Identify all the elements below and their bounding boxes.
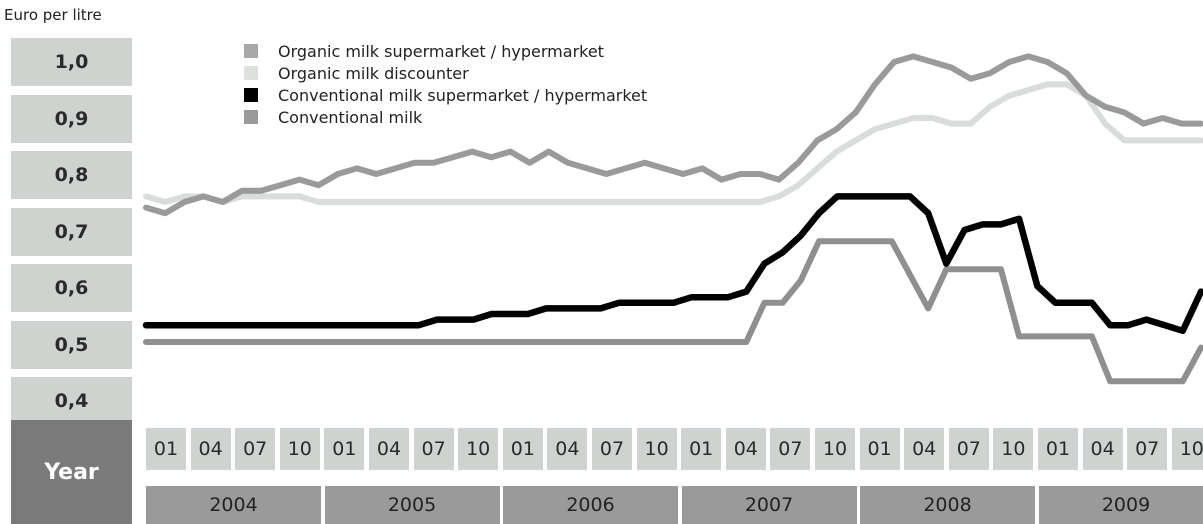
year-tick-label: 2006 bbox=[503, 486, 678, 524]
x-axis-title: Year bbox=[11, 420, 132, 524]
month-tick-label: 01 bbox=[681, 428, 722, 470]
legend-label: Conventional milk supermarket / hypermar… bbox=[278, 85, 648, 105]
month-tick-label: 10 bbox=[279, 428, 320, 470]
legend-swatch bbox=[244, 88, 258, 102]
month-tick-label: 04 bbox=[725, 428, 766, 470]
legend-label: Conventional milk bbox=[278, 107, 423, 127]
month-tick-label: 07 bbox=[413, 428, 454, 470]
month-tick-label: 10 bbox=[1171, 428, 1203, 470]
year-tick-label: 2007 bbox=[681, 486, 857, 524]
legend-item: Conventional milk supermarket / hypermar… bbox=[244, 84, 647, 106]
legend-label: Organic milk discounter bbox=[278, 63, 469, 83]
y-tick-label: 0,6 bbox=[11, 264, 132, 312]
month-tick-label: 10 bbox=[993, 428, 1034, 470]
month-tick-label: 04 bbox=[547, 428, 588, 470]
month-tick-label: 07 bbox=[948, 428, 989, 470]
series-line bbox=[143, 238, 1203, 385]
series-line bbox=[143, 81, 1203, 205]
year-tick-label: 2005 bbox=[324, 486, 500, 524]
series-line bbox=[142, 193, 1203, 335]
legend-label: Organic milk supermarket / hypermarket bbox=[278, 41, 604, 61]
y-tick-label: 0,7 bbox=[11, 207, 132, 256]
month-tick-label: 01 bbox=[324, 428, 365, 470]
y-tick-label: 0,8 bbox=[11, 151, 132, 199]
year-tick-label: 2008 bbox=[860, 486, 1035, 524]
month-tick-label: 04 bbox=[904, 428, 945, 470]
month-tick-label: 07 bbox=[235, 428, 276, 470]
y-tick-label: 0,9 bbox=[11, 94, 132, 143]
month-tick-label: 01 bbox=[859, 428, 900, 470]
month-tick-label: 01 bbox=[502, 428, 543, 470]
month-tick-label: 01 bbox=[146, 428, 186, 470]
month-tick-label: 07 bbox=[770, 428, 811, 470]
legend-swatch bbox=[244, 110, 258, 124]
month-tick-label: 01 bbox=[1038, 428, 1078, 470]
month-tick-label: 04 bbox=[369, 428, 409, 470]
month-tick-label: 10 bbox=[636, 428, 677, 470]
month-tick-label: 07 bbox=[592, 428, 632, 470]
y-tick-label: 1,0 bbox=[11, 38, 132, 86]
month-tick-label: 10 bbox=[458, 428, 499, 470]
legend: Organic milk supermarket / hypermarket Or… bbox=[244, 40, 647, 128]
month-tick-label: 04 bbox=[1082, 428, 1123, 470]
legend-item: Organic milk supermarket / hypermarket bbox=[244, 40, 647, 62]
legend-swatch bbox=[244, 44, 258, 58]
month-tick-label: 04 bbox=[190, 428, 231, 470]
legend-swatch bbox=[244, 66, 258, 80]
y-tick-label: 0,5 bbox=[11, 320, 132, 369]
legend-item: Organic milk discounter bbox=[244, 62, 647, 84]
month-tick-label: 10 bbox=[815, 428, 855, 470]
y-axis-label: Euro per litre bbox=[4, 6, 102, 24]
year-tick-label: 2009 bbox=[1038, 486, 1203, 524]
series-line bbox=[143, 53, 1203, 217]
y-tick-label: 0,4 bbox=[11, 377, 132, 425]
year-tick-label: 2004 bbox=[146, 486, 321, 524]
month-tick-label: 07 bbox=[1127, 428, 1168, 470]
legend-item: Conventional milk bbox=[244, 106, 647, 128]
